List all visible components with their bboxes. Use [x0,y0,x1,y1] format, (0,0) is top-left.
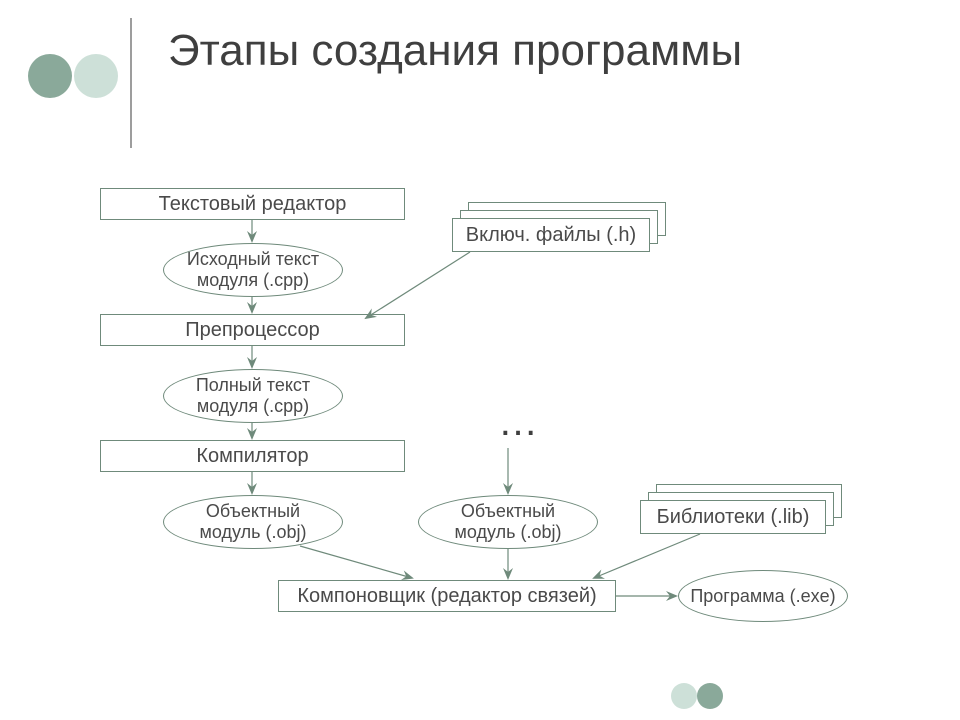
bullet-deco-2 [74,54,118,98]
node-preproc: Препроцессор [100,314,405,346]
node-source: Исходный текст модуля (.cpp) [163,243,343,297]
bullet-deco-4 [697,683,723,709]
node-linker: Компоновщик (редактор связей) [278,580,616,612]
node-program: Программа (.exe) [678,570,848,622]
node-compiler: Компилятор [100,440,405,472]
node-libs: Библиотеки (.lib) [640,500,826,534]
bullet-deco-3 [671,683,697,709]
node-editor: Текстовый редактор [100,188,405,220]
slide-title: Этапы создания программы [168,26,788,77]
title-vertical-line [130,18,132,148]
node-includes: Включ. файлы (.h) [452,218,650,252]
node-obj2: Объектный модуль (.obj) [418,495,598,549]
ellipsis: … [498,400,538,445]
node-full: Полный текст модуля (.cpp) [163,369,343,423]
node-obj1: Объектный модуль (.obj) [163,495,343,549]
slide: { "diagram": { "type": "flowchart", "bac… [0,0,960,720]
bullet-deco-1 [28,54,72,98]
